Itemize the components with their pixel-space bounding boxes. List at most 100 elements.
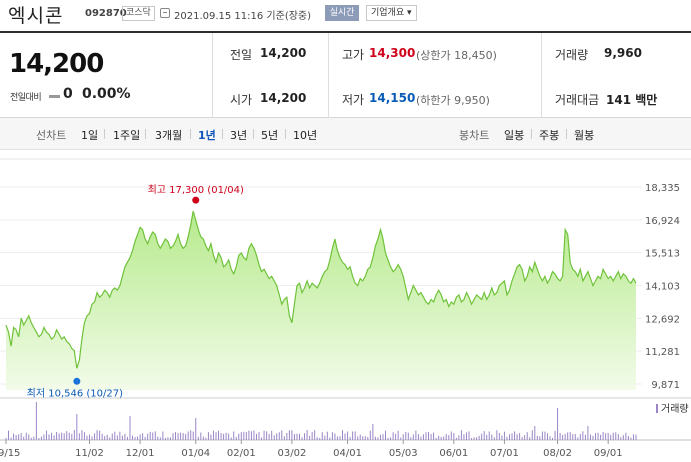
tab-1d[interactable]: 1일 <box>81 129 99 142</box>
volume-bar <box>352 431 354 440</box>
change-value: 0 <box>63 86 73 102</box>
volume-bar <box>587 426 589 440</box>
volume-bar <box>152 432 154 440</box>
volume-bar <box>357 436 359 440</box>
tab-3y[interactable]: 3년 <box>230 129 248 142</box>
volume-bar <box>473 437 475 440</box>
volume-bar <box>207 432 209 440</box>
volume-bar <box>218 430 220 440</box>
volume-bar <box>185 434 187 440</box>
volume-bar <box>263 430 265 440</box>
upper-limit: (상한가 18,450) <box>416 49 497 62</box>
current-price: 14,200 <box>9 49 104 79</box>
tab-3m[interactable]: 3개월 <box>155 129 183 142</box>
low-annotation: 최저 10,546 (10/27) <box>27 387 123 399</box>
volume-bar <box>180 432 182 440</box>
volume-bar <box>405 432 407 440</box>
volume-bar <box>81 430 83 440</box>
volume-bar <box>552 437 554 440</box>
volume-bar <box>412 434 414 440</box>
volume-bar <box>481 433 483 440</box>
volume-bar <box>425 432 427 440</box>
volume-bar <box>382 434 384 440</box>
volume-bar <box>223 433 225 440</box>
volume-bar <box>45 430 47 440</box>
volume-bar <box>35 402 37 440</box>
volume-bar <box>324 435 326 440</box>
volume-bar <box>478 435 480 440</box>
tab-5y[interactable]: 5년 <box>261 129 279 142</box>
tab-separator <box>566 129 567 139</box>
line-chart-label: 선차트 <box>36 129 67 142</box>
volume-legend-label: 거래량 <box>661 403 689 415</box>
volume-bar <box>615 432 617 440</box>
volume-bar <box>220 433 222 440</box>
volume-bar <box>20 432 22 440</box>
tab-1y[interactable]: 1년 <box>198 129 216 142</box>
quote-timestamp: 2021.09.15 11:16 기준(장중) <box>174 11 312 22</box>
volume-label: 거래량 <box>555 48 589 62</box>
volume-bar <box>600 434 602 440</box>
volume-bar <box>531 430 533 440</box>
volume-bar <box>493 437 495 440</box>
volume-bar <box>329 437 331 440</box>
volume-bar <box>149 431 151 440</box>
volume-legend-swatch <box>656 404 658 413</box>
volume-bar <box>273 435 275 440</box>
volume-bar <box>266 431 268 440</box>
volume-bar <box>359 434 361 440</box>
volume-bar <box>124 433 126 440</box>
volume-bar <box>468 431 470 440</box>
volume-bar <box>488 431 490 440</box>
volume-bar <box>577 437 579 440</box>
volume-bar <box>607 432 609 440</box>
tab-weekly-candle[interactable]: 주봉 <box>539 129 560 142</box>
realtime-button[interactable]: 실시간 <box>325 5 359 21</box>
volume-bar <box>564 433 566 440</box>
volume-bar <box>253 430 255 440</box>
volume-bar <box>167 437 169 440</box>
market-badge: 코스닥 <box>122 6 155 21</box>
volume-bar <box>119 431 121 440</box>
volume-bar <box>43 434 45 440</box>
volume-bar <box>83 432 85 440</box>
volume-bar <box>225 432 227 440</box>
volume-bar <box>68 432 70 440</box>
volume-bar <box>233 431 235 440</box>
tab-daily-candle[interactable]: 일봉 <box>504 129 525 142</box>
tab-1w[interactable]: 1주일 <box>113 129 141 142</box>
volume-bar <box>25 432 27 440</box>
volume-bar <box>10 437 12 440</box>
volume-bar <box>372 424 374 440</box>
volume-bar <box>630 437 632 440</box>
volume-bar <box>620 437 622 440</box>
volume-bar <box>243 431 245 440</box>
tab-10y[interactable]: 10년 <box>293 129 318 142</box>
tab-monthly-candle[interactable]: 월봉 <box>574 129 595 142</box>
volume-bar <box>632 434 634 440</box>
x-tick-label: 09/01 <box>594 448 623 459</box>
volume-bar <box>349 436 351 440</box>
volume-bar <box>465 432 467 440</box>
volume-bar <box>572 434 574 440</box>
volume-bar <box>529 437 531 440</box>
volume-bar <box>516 434 518 440</box>
volume-bar <box>407 432 409 440</box>
prev-close-label: 전일 <box>230 48 253 62</box>
volume-bar <box>546 433 548 440</box>
volume-bar <box>159 437 161 440</box>
volume-bar <box>557 408 559 440</box>
volume-bar <box>524 435 526 440</box>
volume-bar <box>18 434 20 440</box>
divider <box>212 33 213 120</box>
volume-bar <box>554 430 556 440</box>
volume-bar <box>443 436 445 440</box>
volume-bar <box>88 434 90 440</box>
volume-bar <box>309 435 311 440</box>
volume-bar <box>397 430 399 440</box>
volume-bar <box>428 432 430 440</box>
company-overview-button[interactable]: 기업개요 ▾ <box>366 5 417 21</box>
volume-bar <box>129 416 131 440</box>
volume-bar <box>30 437 32 440</box>
volume-bar <box>311 431 313 440</box>
